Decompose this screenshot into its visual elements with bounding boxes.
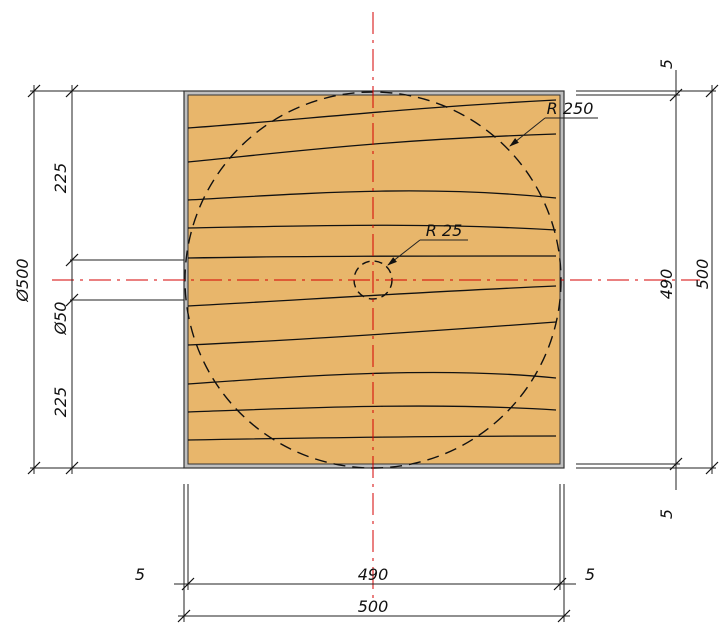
callout-outer-radius-text: R 250 <box>547 99 594 118</box>
dim-bottom-right-gap: 5 <box>585 565 595 584</box>
dim-left-hole: Ø50 <box>51 302 70 336</box>
dim-bottom-inner: 490 <box>358 565 389 584</box>
dim-left-bottom-225: 225 <box>51 387 70 418</box>
dim-left-top-225: 225 <box>51 163 70 194</box>
dim-right-bottom-gap: 5 <box>657 509 676 519</box>
bottom-dimensions <box>174 484 576 623</box>
callout-hole-radius-text: R 25 <box>426 221 463 240</box>
dim-bottom-left-gap: 5 <box>135 565 145 584</box>
left-dimensions <box>27 84 184 475</box>
dim-left-diameter: Ø500 <box>13 258 32 302</box>
dim-right-outer: 500 <box>693 259 712 290</box>
dim-right-top-gap: 5 <box>657 59 676 69</box>
right-dimensions <box>576 70 719 490</box>
wood-grain <box>187 99 557 441</box>
dim-bottom-outer: 500 <box>358 597 389 616</box>
dim-right-inner: 490 <box>657 269 676 300</box>
outer-radius-callout <box>509 117 598 147</box>
hole-radius-callout <box>387 239 468 266</box>
